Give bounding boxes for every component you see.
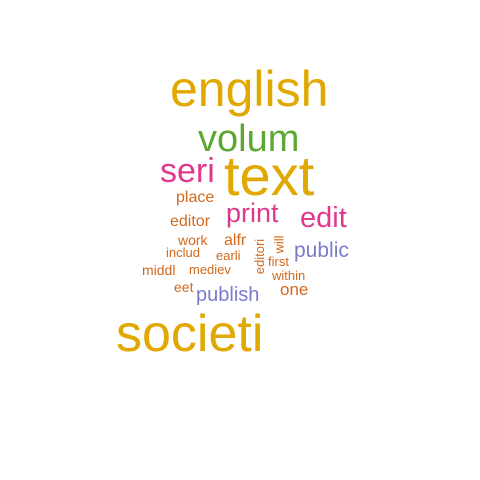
word-one: one: [280, 280, 309, 299]
word-volum: volum: [198, 118, 300, 160]
word-alfr: alfr: [224, 232, 247, 249]
word-text: text: [224, 144, 315, 207]
word-print: print: [226, 198, 279, 228]
word-earli: earli: [216, 248, 241, 263]
word-first: first: [268, 254, 289, 269]
word-within: within: [272, 268, 306, 283]
word-mediev: mediev: [189, 262, 231, 277]
word-seri: seri: [160, 152, 215, 190]
word-edit: edit: [300, 202, 347, 234]
word-english: english: [170, 61, 329, 117]
word-place: place: [176, 189, 215, 206]
word-editor: editor: [170, 213, 211, 230]
word-societi: societi: [116, 305, 264, 363]
word-eet: eet: [174, 279, 194, 295]
word-work: work: [178, 232, 208, 248]
word-middl: middl: [142, 262, 176, 278]
word-publish: publish: [196, 284, 260, 306]
word-editori: editori: [252, 238, 268, 275]
word-includ: includ: [166, 245, 200, 260]
word-will: will: [271, 235, 287, 254]
word-public: public: [294, 239, 349, 262]
